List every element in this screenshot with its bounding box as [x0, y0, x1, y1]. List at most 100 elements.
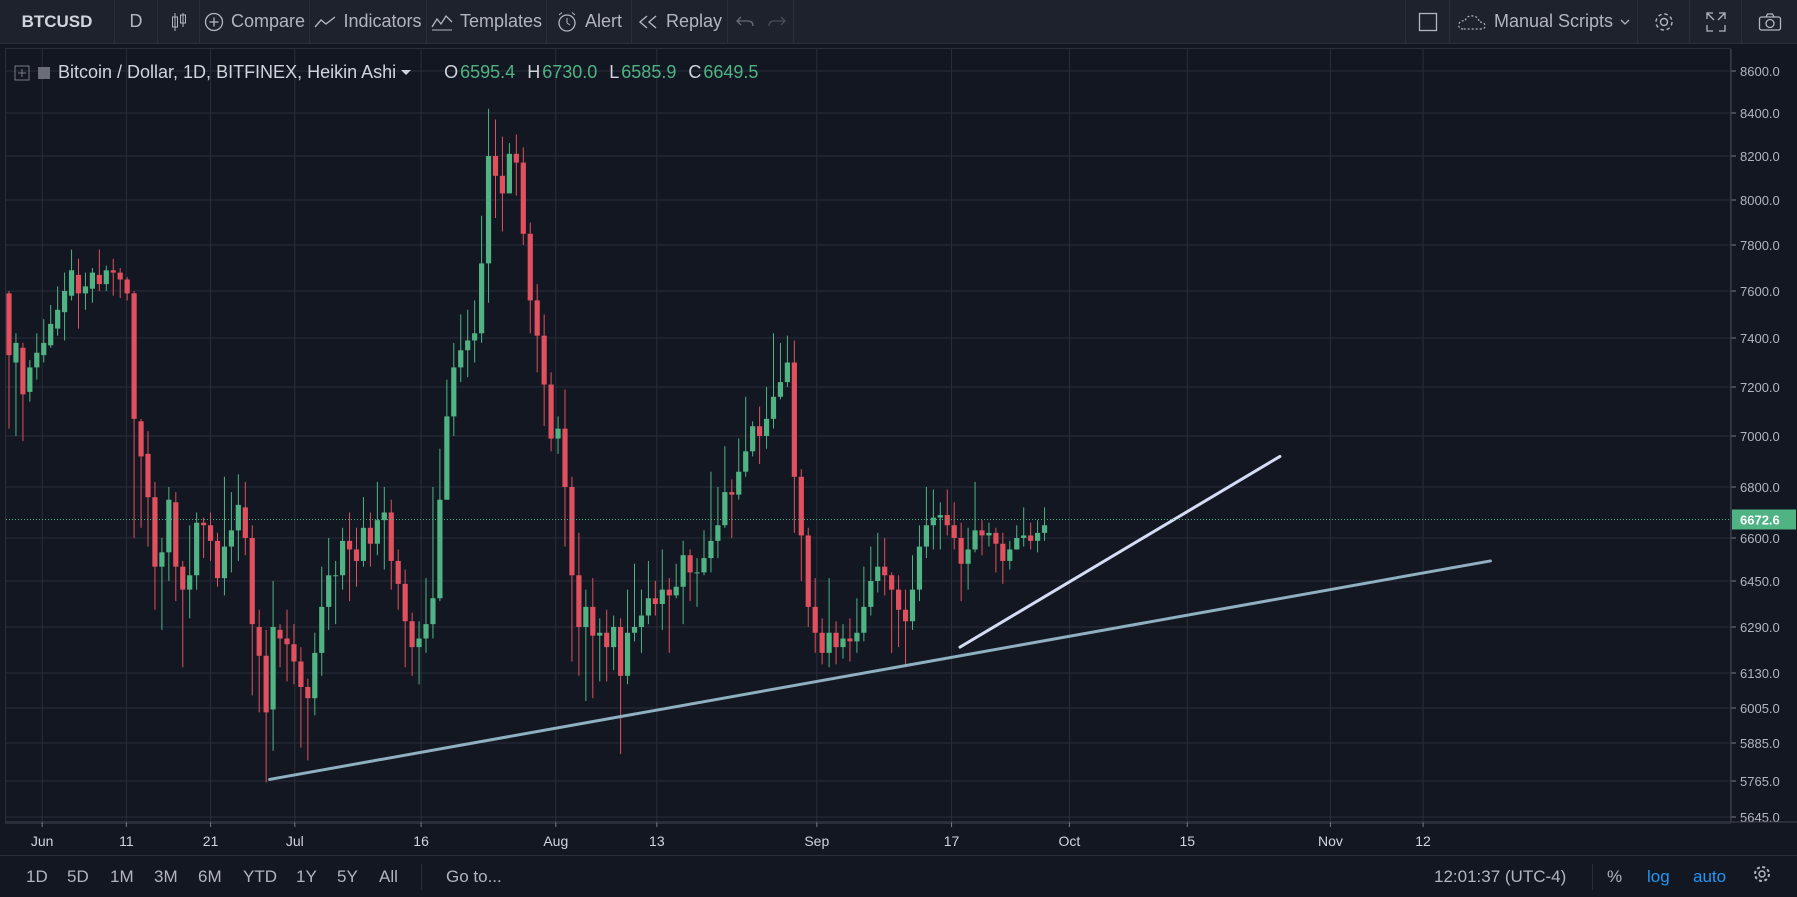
candle-body: [409, 621, 415, 648]
price-label: 8600.0: [1740, 64, 1780, 79]
candle-body: [541, 335, 547, 385]
candle-body: [520, 162, 526, 234]
trendline: [958, 454, 1282, 649]
candle-body: [458, 350, 464, 368]
candle-body: [131, 293, 137, 419]
candle-body: [944, 515, 950, 526]
manual-scripts-button[interactable]: Manual Scripts: [1450, 0, 1638, 43]
alert-label: Alert: [584, 11, 622, 31]
indicators-button[interactable]: Indicators: [310, 0, 427, 43]
candle-body: [305, 687, 311, 699]
series-title[interactable]: Bitcoin / Dollar, 1D, BITFINEX, Heikin A…: [58, 62, 397, 82]
candle-body: [381, 512, 387, 521]
range-5d[interactable]: 5D: [67, 866, 89, 886]
candle-body: [138, 421, 144, 457]
interval-button[interactable]: D: [115, 0, 158, 43]
range-3m[interactable]: 3M: [154, 866, 178, 886]
candle-body: [451, 367, 457, 417]
price-label: 5885.0: [1740, 736, 1780, 751]
settings-button[interactable]: [1638, 0, 1690, 43]
range-1d[interactable]: 1D: [26, 866, 48, 886]
candle-body: [889, 575, 895, 590]
series-color-icon: [38, 66, 50, 79]
candle-body: [562, 428, 568, 487]
candle-body: [1035, 532, 1041, 541]
goto-button[interactable]: Go to...: [446, 866, 502, 886]
chart-settings-button[interactable]: [1752, 856, 1772, 897]
candle-body: [618, 627, 624, 676]
price-label: 6290.0: [1740, 620, 1780, 635]
price-label: 5645.0: [1740, 810, 1780, 825]
candle-body: [965, 549, 971, 564]
auto-toggle[interactable]: auto: [1693, 866, 1727, 886]
candle-body: [194, 522, 200, 576]
candle-body: [652, 598, 658, 604]
candle-body: [687, 555, 693, 573]
caret-down-icon[interactable]: [396, 62, 412, 83]
snapshot-button[interactable]: [1742, 0, 1797, 43]
percent-toggle[interactable]: %: [1607, 866, 1623, 886]
candle-body: [221, 546, 228, 579]
compare-button[interactable]: Compare: [200, 0, 310, 43]
candle-body: [548, 384, 554, 439]
price-label: 5765.0: [1740, 774, 1780, 789]
candle-body: [201, 522, 207, 526]
candle-body: [784, 362, 790, 383]
symbol-label: BTCUSD: [21, 11, 93, 31]
range-1y[interactable]: 1Y: [296, 866, 317, 886]
candle-body: [444, 416, 450, 500]
fullscreen-button[interactable]: [1690, 0, 1742, 43]
candle-body: [340, 540, 346, 576]
symbol-search-button[interactable]: BTCUSD: [0, 0, 115, 43]
log-toggle[interactable]: log: [1647, 866, 1670, 886]
candle-body: [986, 532, 992, 536]
candle-body: [569, 487, 575, 576]
redo-button[interactable]: [761, 0, 794, 43]
candle-body: [263, 655, 269, 713]
replay-button[interactable]: Replay: [632, 0, 728, 43]
candle-body: [256, 627, 262, 656]
candle-body: [1028, 535, 1034, 541]
manual-scripts-label: Manual Scripts: [1493, 11, 1614, 31]
trendline: [268, 559, 1492, 781]
candle-body: [96, 274, 102, 285]
candle-body: [993, 532, 999, 544]
candle-body: [680, 555, 686, 587]
range-5y[interactable]: 5Y: [337, 866, 358, 886]
candle-body: [62, 291, 68, 313]
candle-body: [34, 352, 40, 368]
range-1m[interactable]: 1M: [110, 866, 134, 886]
candle-body: [611, 627, 617, 648]
candle-body: [388, 512, 394, 561]
price-label: 6450.0: [1740, 574, 1780, 589]
candle-body: [152, 497, 158, 567]
indicator-wave-icon: [314, 15, 336, 29]
time-label: 15: [1180, 833, 1196, 849]
price-label: 8200.0: [1740, 149, 1780, 164]
range-all[interactable]: All: [379, 866, 398, 886]
candle-body: [854, 632, 860, 642]
chevron-down-icon: [1620, 18, 1630, 26]
candle-body: [110, 270, 116, 273]
alert-button[interactable]: Alert: [547, 0, 632, 43]
layout-button[interactable]: [1405, 0, 1450, 43]
candle-body: [499, 175, 506, 194]
templates-button[interactable]: Templates: [427, 0, 547, 43]
price-chart[interactable]: 8600.0 8400.0 8200.0 8000.0 7800.0 7600.0 7400…: [0, 0, 1797, 855]
expand-legend-icon[interactable]: [14, 62, 38, 83]
templates-label: Templates: [459, 11, 543, 31]
chart-style-button[interactable]: [158, 0, 200, 43]
candles-layer: [6, 108, 1048, 783]
candle-body: [798, 476, 804, 536]
range-ytd[interactable]: YTD: [243, 866, 277, 886]
candles-icon: [170, 12, 188, 32]
low-value: 6585.9: [621, 62, 677, 82]
time-label: 11: [119, 833, 134, 849]
candle-body: [291, 644, 297, 662]
candle-body: [513, 153, 519, 163]
candle-body: [736, 471, 742, 495]
range-6m[interactable]: 6M: [198, 866, 222, 886]
undo-button[interactable]: [728, 0, 761, 43]
time-label: 21: [203, 833, 219, 849]
candle-body: [638, 615, 645, 627]
